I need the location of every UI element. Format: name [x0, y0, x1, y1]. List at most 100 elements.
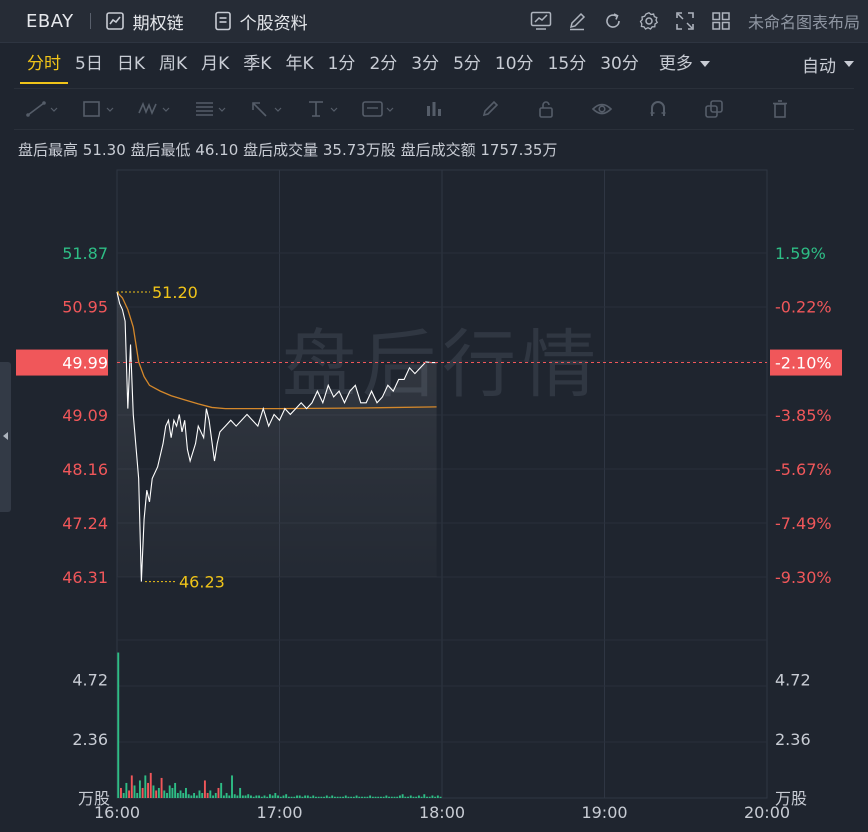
- volume-bar: [171, 787, 174, 798]
- volume-bar: [436, 795, 439, 798]
- volume-bar: [233, 794, 236, 798]
- chevron-left-icon: [3, 432, 8, 440]
- wave-tool-icon[interactable]: [126, 99, 182, 119]
- fib-tool-icon[interactable]: [182, 99, 238, 119]
- stock-profile-button[interactable]: 个股资料: [214, 9, 308, 34]
- volume-bar: [380, 796, 382, 798]
- measure-tool-icon[interactable]: [406, 99, 462, 119]
- chart-icon[interactable]: [530, 10, 552, 32]
- price-series-line: [116, 291, 437, 582]
- options-chain-button[interactable]: 期权链: [105, 9, 184, 34]
- volume-bar: [201, 792, 204, 798]
- volume-bar: [404, 796, 407, 798]
- volume-bar: [125, 782, 128, 798]
- volume-bar: [260, 796, 263, 798]
- tab-15min[interactable]: 15分: [547, 54, 587, 74]
- volume-axis: 4.72 4.72 2.36 2.36 万股 万股: [72, 671, 810, 808]
- volume-bar: [252, 796, 255, 798]
- volume-bar: [388, 796, 391, 798]
- volume-bar: [225, 792, 228, 798]
- tab-1min[interactable]: 1分: [327, 54, 356, 74]
- lock-icon[interactable]: [518, 99, 574, 119]
- volume-bar: [301, 796, 304, 798]
- volume-bar: [434, 796, 437, 798]
- price-tick-label: 48.16: [62, 460, 108, 479]
- brush-tool-icon[interactable]: [462, 99, 518, 119]
- current-percent-badge: [770, 349, 842, 376]
- high-marker-label: 51.20: [152, 283, 198, 302]
- gear-icon[interactable]: [638, 10, 660, 32]
- refresh-icon[interactable]: [602, 10, 624, 32]
- price-mode-dropdown[interactable]: 自动: [802, 42, 854, 86]
- side-panel-toggle[interactable]: [0, 362, 11, 512]
- line-tool-icon[interactable]: [14, 99, 70, 119]
- volume-bar: [222, 795, 225, 798]
- magnet-icon[interactable]: [630, 99, 686, 119]
- fullscreen-icon[interactable]: [674, 10, 696, 32]
- volume-bar: [155, 790, 158, 798]
- volume-bar: [220, 782, 223, 798]
- tab-5day[interactable]: 5日: [75, 54, 103, 74]
- volume-bar: [176, 792, 179, 798]
- top-toolbar: EBAY 期权链 个股资料: [0, 0, 868, 43]
- percent-tick-label: -7.49%: [775, 514, 832, 533]
- tab-10min[interactable]: 10分: [494, 54, 534, 74]
- more-periods-dropdown[interactable]: 更多: [652, 42, 717, 86]
- volume-bar: [382, 796, 385, 798]
- tab-5min[interactable]: 5分: [453, 54, 481, 74]
- tab-30min[interactable]: 30分: [600, 54, 639, 74]
- ticker-symbol[interactable]: EBAY: [26, 10, 74, 32]
- volume-bar: [428, 796, 431, 798]
- stock-profile-label: 个股资料: [239, 13, 308, 34]
- pen-icon[interactable]: [566, 10, 588, 32]
- tab-intraday[interactable]: 分时: [20, 42, 68, 86]
- volume-unit-right: 万股: [775, 789, 807, 808]
- volume-bar: [390, 796, 393, 798]
- volume-bar: [149, 772, 152, 798]
- low-label: 盘后最低: [130, 141, 191, 159]
- tab-daily[interactable]: 日K: [116, 54, 145, 74]
- eye-icon[interactable]: [574, 99, 630, 119]
- volume-bar: [309, 796, 312, 798]
- time-tick-label: 19:00: [581, 803, 627, 822]
- time-tick-label: 20:00: [744, 803, 790, 822]
- volume-bar: [279, 796, 282, 798]
- average-series-line: [116, 291, 437, 410]
- rect-tool-icon[interactable]: [70, 99, 126, 119]
- tab-yearly[interactable]: 年K: [285, 54, 314, 74]
- grid-icon[interactable]: [710, 10, 732, 32]
- tab-weekly[interactable]: 周K: [158, 54, 188, 74]
- price-tick-label: 50.95: [62, 298, 108, 317]
- volume-bar: [355, 795, 358, 798]
- copy-icon[interactable]: [686, 99, 742, 119]
- volume-bar: [160, 777, 163, 798]
- tab-quarterly[interactable]: 季K: [243, 54, 272, 74]
- toolbar-divider: [89, 13, 91, 29]
- volume-bar: [409, 795, 412, 798]
- volume-tick-left: 4.72: [72, 671, 108, 690]
- chart-layout-selector[interactable]: 未命名图表布局: [747, 13, 860, 32]
- volume-bar: [361, 796, 363, 798]
- volume-bar: [138, 780, 141, 798]
- watermark: 盘后行情: [282, 322, 602, 408]
- volume-bar: [398, 795, 401, 798]
- volume-bar: [393, 796, 396, 798]
- arrow-tool-icon[interactable]: [238, 99, 294, 119]
- volume-bar: [296, 795, 298, 798]
- after-hours-summary: 盘后最高 51.30 盘后最低 46.10 盘后成交量 35.73万股 盘后成交…: [18, 139, 557, 160]
- volume-bar: [187, 794, 190, 798]
- volume-bar: [290, 796, 293, 798]
- trash-icon[interactable]: [752, 99, 808, 119]
- text-tool-icon[interactable]: [294, 99, 350, 119]
- chevron-down-icon: [699, 61, 710, 67]
- volume-bar: [412, 796, 415, 798]
- volume-bar: [401, 794, 404, 798]
- tab-3min[interactable]: 3分: [411, 54, 440, 74]
- note-tool-icon[interactable]: [350, 99, 406, 119]
- tab-monthly[interactable]: 月K: [201, 54, 230, 74]
- tab-2min[interactable]: 2分: [369, 54, 398, 74]
- volume-bar: [350, 796, 353, 798]
- volume-bar: [266, 796, 269, 798]
- volume-bar: [179, 790, 182, 798]
